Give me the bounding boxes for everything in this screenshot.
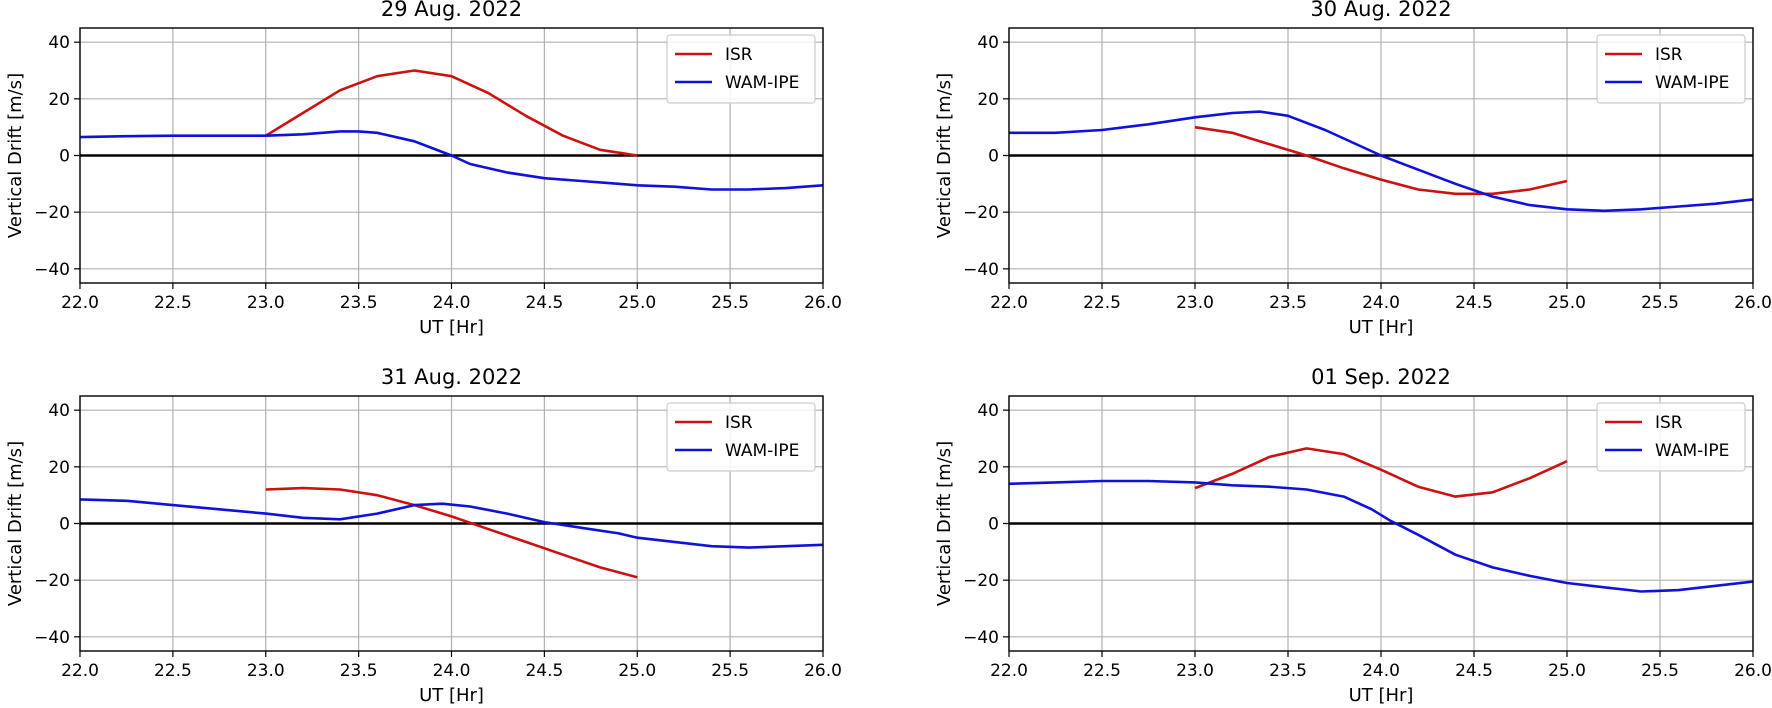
- chart-panel-3: 31 Aug. 2022 22.0 22.5 23.0 23.5 24.0 24.5 25.0…: [5, 365, 842, 706]
- x-tick-label: 23.0: [1176, 661, 1214, 681]
- y-axis-label: Vertical Drift [m/s]: [5, 73, 26, 238]
- y-axis-label: Vertical Drift [m/s]: [934, 73, 955, 238]
- y-tick-label: −20: [34, 203, 70, 223]
- x-tick-label: 22.0: [990, 293, 1028, 313]
- series-line-wam-ipe: [1009, 110, 1753, 213]
- y-tick-label: 40: [48, 33, 70, 53]
- y-axis-label: Vertical Drift [m/s]: [934, 441, 955, 606]
- x-tick-label: 23.5: [1269, 293, 1307, 313]
- legend-label-isr: ISR: [1655, 413, 1683, 433]
- y-tick-label: 40: [977, 401, 999, 421]
- legend-box: [1596, 402, 1746, 472]
- x-tick-label: 25.5: [711, 293, 749, 313]
- chart-panel-2: 30 Aug. 2022 22.0 22.5 23.0 23.5 24.0 24.5 25.0…: [934, 0, 1772, 338]
- axes-frame: [79, 395, 824, 652]
- x-tick-label: 25.5: [1641, 661, 1679, 681]
- x-tick-label: 23.0: [247, 293, 285, 313]
- x-axis-label: UT [Hr]: [419, 685, 484, 706]
- y-tick-label: 0: [988, 515, 999, 535]
- x-tick-label: 25.5: [711, 661, 749, 681]
- y-tick-label: −40: [34, 260, 70, 280]
- y-tick-label: 20: [977, 458, 999, 478]
- x-tick-label: 24.5: [525, 293, 563, 313]
- series-line-isr: [265, 69, 638, 157]
- y-tick-label: 20: [48, 90, 70, 110]
- x-tick-label: 26.0: [804, 661, 842, 681]
- x-tick-label: 24.5: [525, 661, 563, 681]
- series-line-isr: [265, 486, 638, 579]
- series-line-wam-ipe: [1009, 479, 1753, 593]
- x-tick-label: 25.0: [618, 661, 656, 681]
- y-tick-label: −20: [34, 571, 70, 591]
- legend-label-wam-ipe: WAM-IPE: [725, 73, 799, 93]
- legend-box: [1596, 34, 1746, 104]
- legend-label-isr: ISR: [725, 45, 753, 65]
- legend-label-isr: ISR: [725, 413, 753, 433]
- legend-label-isr: ISR: [1655, 45, 1683, 65]
- legend-label-wam-ipe: WAM-IPE: [1655, 73, 1729, 93]
- legend-box: [666, 402, 816, 472]
- chart-title: 29 Aug. 2022: [381, 0, 522, 21]
- x-tick-label: 24.0: [433, 293, 471, 313]
- y-axis-label: Vertical Drift [m/s]: [5, 441, 26, 606]
- chart-panel-4: 01 Sep. 2022 22.0 22.5 23.0 23.5 24.0 24.5 25.0…: [934, 365, 1772, 706]
- x-tick-label: 24.5: [1455, 293, 1493, 313]
- x-tick-label: 22.5: [154, 661, 192, 681]
- x-tick-label: 23.5: [340, 661, 378, 681]
- axes-frame: [1008, 27, 1754, 284]
- chart-panel-1: 29 Aug. 2022 22.0 22.5 23.0 23.5 24.0 24.5 25.0…: [5, 0, 842, 338]
- legend-box: [666, 34, 816, 104]
- y-tick-label: −40: [963, 628, 999, 648]
- x-tick-label: 26.0: [804, 293, 842, 313]
- y-tick-label: −40: [963, 260, 999, 280]
- x-tick-label: 24.0: [1362, 293, 1400, 313]
- series-line-wam-ipe: [80, 498, 823, 549]
- x-axis-label: UT [Hr]: [1349, 685, 1414, 706]
- y-tick-label: −20: [963, 571, 999, 591]
- series-line-wam-ipe: [80, 130, 823, 191]
- x-tick-label: 25.0: [618, 293, 656, 313]
- x-tick-label: 24.5: [1455, 661, 1493, 681]
- x-tick-label: 23.5: [340, 293, 378, 313]
- y-tick-label: 0: [988, 147, 999, 167]
- y-tick-label: 20: [977, 90, 999, 110]
- legend-label-wam-ipe: WAM-IPE: [1655, 441, 1729, 461]
- x-tick-label: 23.5: [1269, 661, 1307, 681]
- y-tick-label: 0: [59, 147, 70, 167]
- x-tick-label: 24.0: [1362, 661, 1400, 681]
- x-tick-label: 23.0: [247, 661, 285, 681]
- x-tick-label: 26.0: [1734, 293, 1772, 313]
- x-tick-label: 22.5: [1083, 661, 1121, 681]
- x-tick-label: 25.0: [1548, 293, 1586, 313]
- x-tick-label: 26.0: [1734, 661, 1772, 681]
- chart-title: 30 Aug. 2022: [1310, 0, 1451, 21]
- x-tick-label: 24.0: [433, 661, 471, 681]
- y-tick-label: 40: [48, 401, 70, 421]
- y-tick-label: 0: [59, 515, 70, 535]
- x-tick-label: 22.0: [61, 293, 99, 313]
- y-tick-label: −40: [34, 628, 70, 648]
- x-tick-label: 22.5: [154, 293, 192, 313]
- series-line-isr: [1194, 447, 1568, 498]
- x-tick-label: 22.5: [1083, 293, 1121, 313]
- x-tick-label: 23.0: [1176, 293, 1214, 313]
- chart-title: 31 Aug. 2022: [381, 365, 522, 389]
- y-tick-label: −20: [963, 203, 999, 223]
- x-tick-label: 25.0: [1548, 661, 1586, 681]
- y-tick-label: 20: [48, 458, 70, 478]
- legend-label-wam-ipe: WAM-IPE: [725, 441, 799, 461]
- x-tick-label: 25.5: [1641, 293, 1679, 313]
- x-axis-label: UT [Hr]: [419, 317, 484, 338]
- x-tick-label: 22.0: [61, 661, 99, 681]
- x-tick-label: 22.0: [990, 661, 1028, 681]
- axes-frame: [1008, 395, 1754, 652]
- chart-title: 01 Sep. 2022: [1311, 365, 1451, 389]
- y-tick-label: 40: [977, 33, 999, 53]
- x-axis-label: UT [Hr]: [1349, 317, 1414, 338]
- series-line-isr: [1194, 125, 1568, 196]
- axes-frame: [79, 27, 824, 284]
